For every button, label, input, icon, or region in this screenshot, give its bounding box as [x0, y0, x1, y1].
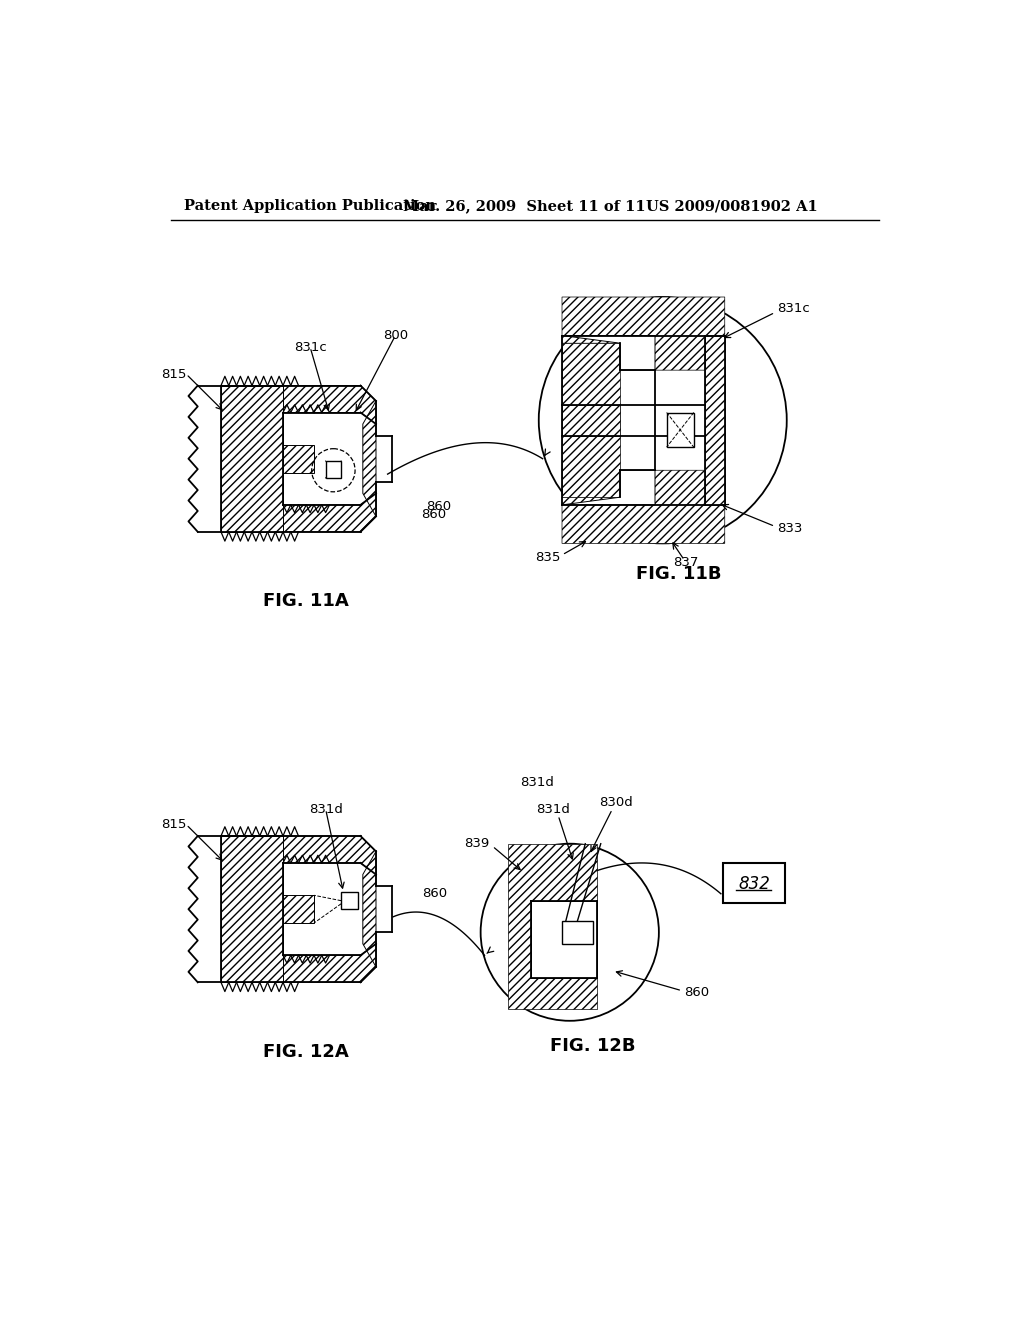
Text: 831c: 831c	[777, 302, 810, 315]
Polygon shape	[562, 405, 621, 436]
Text: FIG. 12B: FIG. 12B	[550, 1038, 636, 1055]
Text: 860: 860	[423, 887, 447, 900]
Polygon shape	[221, 385, 376, 424]
Polygon shape	[531, 902, 597, 978]
Text: US 2009/0081902 A1: US 2009/0081902 A1	[646, 199, 817, 213]
Polygon shape	[283, 895, 314, 923]
Text: 832: 832	[738, 875, 770, 892]
Text: 815: 815	[161, 818, 186, 832]
Polygon shape	[562, 921, 593, 944]
Text: 830d: 830d	[599, 796, 633, 809]
Text: 815: 815	[161, 367, 186, 380]
Text: 833: 833	[777, 521, 803, 535]
Polygon shape	[362, 401, 376, 516]
Polygon shape	[562, 297, 725, 370]
Text: FIG. 12A: FIG. 12A	[263, 1043, 349, 1060]
Polygon shape	[221, 836, 283, 982]
Polygon shape	[508, 843, 597, 1010]
Polygon shape	[221, 836, 376, 874]
Circle shape	[539, 297, 786, 544]
Polygon shape	[562, 470, 725, 544]
Bar	[723, 863, 785, 903]
Text: 831c: 831c	[294, 341, 327, 354]
Text: 860: 860	[421, 508, 446, 520]
Text: Mar. 26, 2009  Sheet 11 of 11: Mar. 26, 2009 Sheet 11 of 11	[403, 199, 646, 213]
Polygon shape	[667, 412, 693, 447]
Text: 831d: 831d	[520, 776, 554, 788]
Text: 839: 839	[464, 837, 489, 850]
Text: 837: 837	[674, 556, 698, 569]
Polygon shape	[562, 343, 621, 498]
Polygon shape	[221, 494, 376, 532]
Text: 835: 835	[536, 550, 561, 564]
Polygon shape	[562, 335, 655, 370]
Circle shape	[480, 843, 658, 1020]
Polygon shape	[341, 892, 358, 909]
Polygon shape	[362, 851, 376, 966]
Polygon shape	[283, 445, 314, 473]
Text: FIG. 11B: FIG. 11B	[636, 565, 721, 583]
Polygon shape	[706, 335, 725, 506]
Polygon shape	[221, 944, 376, 982]
Text: 831d: 831d	[308, 803, 343, 816]
Text: 831d: 831d	[536, 803, 569, 816]
Text: 860: 860	[426, 500, 452, 513]
Text: 860: 860	[684, 986, 710, 999]
Text: FIG. 11A: FIG. 11A	[263, 593, 349, 610]
Text: 800: 800	[383, 329, 408, 342]
Polygon shape	[221, 385, 283, 532]
Polygon shape	[562, 470, 655, 506]
Text: Patent Application Publication: Patent Application Publication	[183, 199, 436, 213]
Polygon shape	[326, 461, 341, 478]
